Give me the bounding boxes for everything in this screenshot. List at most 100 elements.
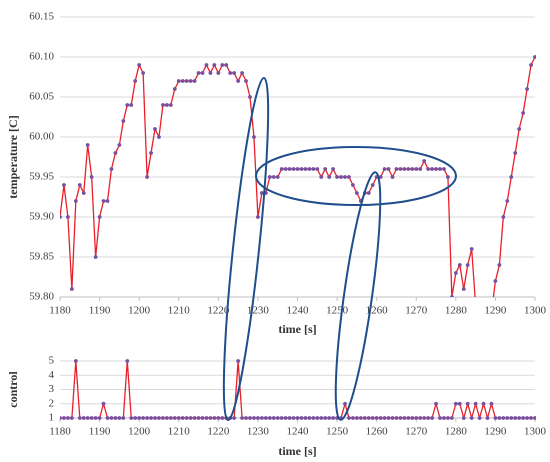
point [259,416,264,420]
point [252,135,256,139]
x-tick-label: 1220 [207,305,230,317]
series [60,55,536,331]
point [394,167,399,171]
point [509,175,514,179]
point [129,416,134,420]
point [442,167,446,171]
annotation-ellipse [222,76,270,422]
point [85,143,90,147]
x-tick-label: 1200 [128,426,151,438]
point [133,79,138,83]
point [351,183,355,187]
point [402,416,407,420]
point [469,416,474,420]
x-tick-label: 1290 [484,305,507,317]
point [426,416,431,420]
point [299,167,304,171]
point [93,255,98,259]
point [180,79,185,83]
point [426,167,431,171]
point [446,175,450,179]
y-tick-label: 1 [49,412,55,424]
point [224,63,229,67]
x-tick-label: 1220 [207,426,230,438]
point [172,416,177,420]
point [477,416,482,420]
point [493,416,498,420]
point [228,71,233,75]
point [505,416,510,420]
point [208,71,213,75]
point [81,416,86,420]
point [125,359,130,363]
charts: 59.80 59.85 59.90 59.95 60.00 60.05 60.10 60.15… [6,11,547,458]
point [141,416,146,420]
point [295,416,300,420]
point [525,87,529,91]
point [386,416,391,420]
y-tick-label: 59.85 [29,251,54,263]
point [422,416,427,420]
point [97,416,102,420]
point [382,416,387,420]
point [145,416,149,420]
point [244,79,248,83]
point [240,416,244,420]
x-tick-label: 1190 [89,426,111,438]
point [271,416,276,420]
point [69,416,74,420]
point [232,71,237,75]
point [204,63,209,67]
point [200,416,205,420]
point [307,167,312,171]
point [517,416,522,420]
point [366,191,371,195]
point [438,416,442,420]
point [303,416,308,420]
point [137,63,142,67]
point [161,416,165,420]
point [449,295,454,297]
point [101,401,106,406]
point [418,167,423,171]
point [513,151,518,155]
point [109,167,114,171]
point [473,401,478,406]
point [263,416,268,420]
point [442,416,446,420]
point [533,55,536,59]
point [461,287,466,291]
point [406,416,411,420]
point [414,416,419,420]
x-tick-label: 1300 [524,426,547,438]
point [236,79,241,83]
x-tick-label: 1180 [49,305,71,317]
point [97,215,102,219]
x-tick-label: 1210 [168,305,191,317]
point [469,247,474,251]
point [161,103,165,107]
point [153,127,157,131]
point [486,327,490,331]
point [343,401,347,406]
point [248,416,252,420]
y-tick-label: 4 [49,369,55,381]
point [73,359,78,363]
point [157,416,161,420]
point [220,63,225,67]
point [275,416,280,420]
point [196,71,201,75]
point [501,215,506,219]
point [323,167,328,171]
point [62,416,66,420]
point [374,416,379,420]
point [501,416,506,420]
point [85,416,90,420]
point [113,416,118,420]
point [244,416,248,420]
point [271,175,276,179]
point [386,167,391,171]
point [315,167,320,171]
point [141,71,146,75]
x-tick-label: 1210 [168,426,191,438]
